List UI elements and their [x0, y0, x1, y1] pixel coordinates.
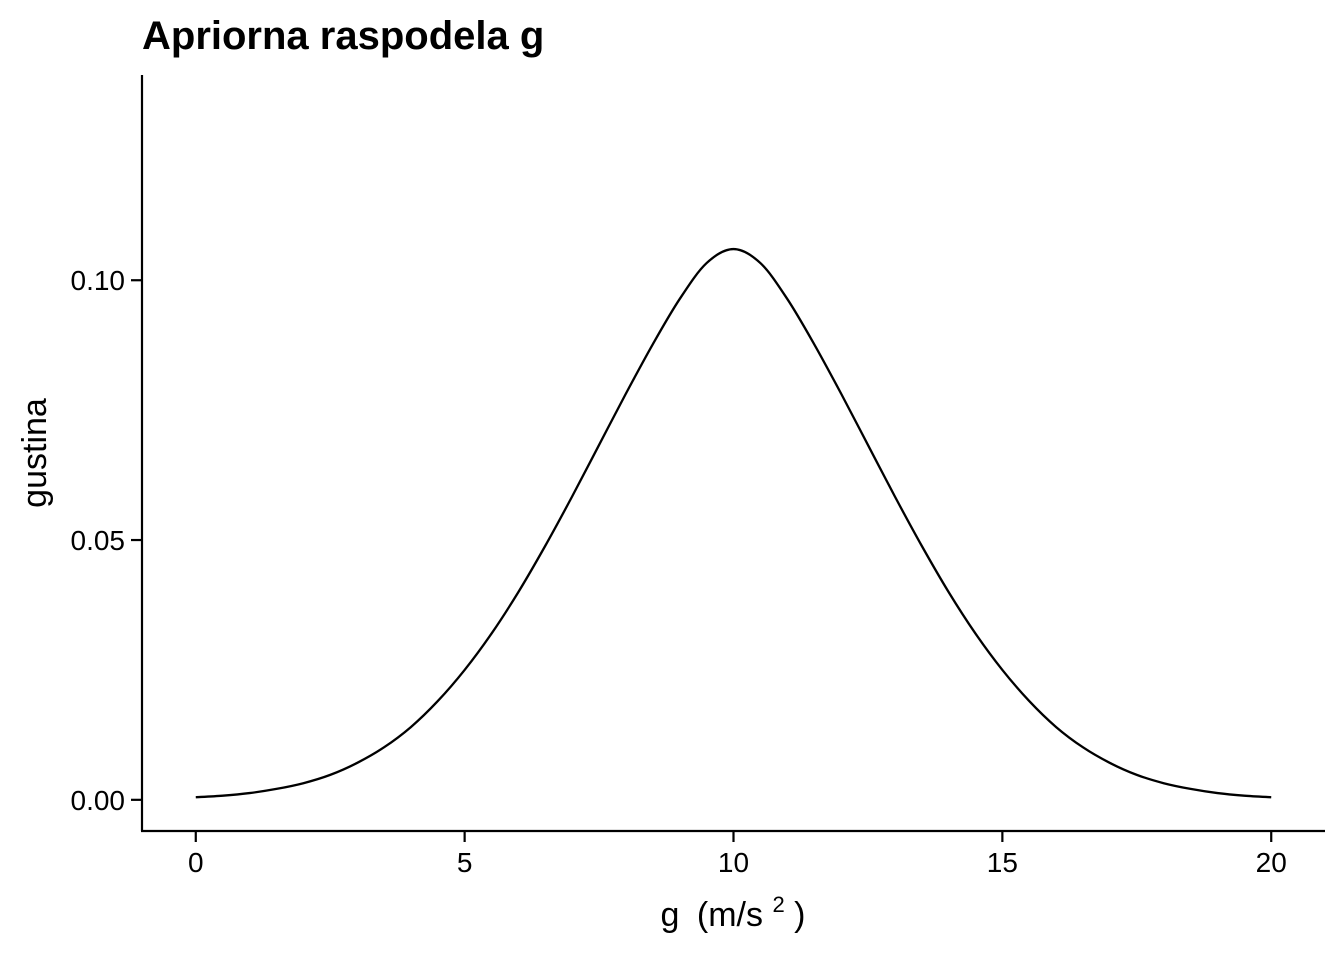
y-tick-label: 0.05 — [71, 525, 126, 556]
x-axis-label-unit-open: (m/s — [697, 896, 763, 934]
x-axis-label-unit-superscript: 2 — [772, 892, 784, 917]
density-curve-line — [195, 247, 1272, 799]
x-axis-label-unit-close: ) — [794, 896, 805, 934]
x-tick-label: 10 — [718, 847, 749, 878]
y-tick-label: 0.00 — [71, 785, 126, 816]
x-tick-label: 0 — [188, 847, 204, 878]
x-tick-label: 15 — [987, 847, 1018, 878]
y-tick-label: 0.10 — [71, 265, 126, 296]
y-ticks: 0.00 0.05 0.10 — [71, 265, 142, 816]
axes — [140, 75, 1325, 833]
x-tick-label: 20 — [1256, 847, 1287, 878]
x-axis-label: g (m/s 2 ) — [661, 882, 806, 934]
y-axis-label: gustina — [16, 398, 54, 508]
x-axis-label-variable: g — [661, 896, 680, 934]
x-tick-label: 5 — [457, 847, 473, 878]
chart-title: Apriorna raspodela g — [142, 14, 544, 58]
x-ticks: 0 5 10 15 20 — [188, 831, 1287, 878]
